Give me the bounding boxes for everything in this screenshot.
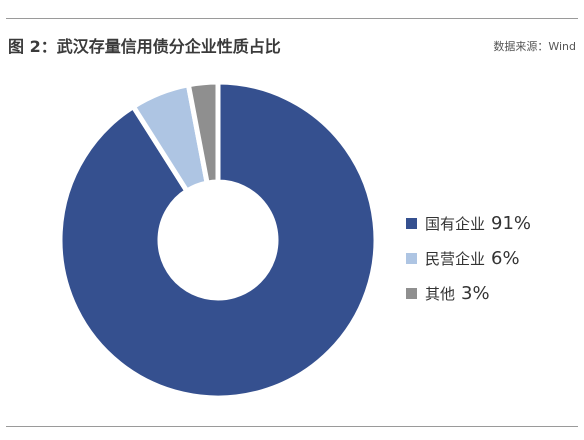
legend-swatch-other <box>406 287 417 299</box>
legend-item-other: 其他 3% <box>406 281 531 305</box>
donut-slices <box>57 79 379 401</box>
legend-label-other: 其他 <box>425 284 456 303</box>
legend-label-state-owned: 国有企业 <box>425 214 486 233</box>
legend-item-private: 民营企业 6% <box>406 246 531 270</box>
legend-value-state-owned: 91% <box>491 212 532 234</box>
legend-swatch-private <box>406 252 417 264</box>
data-source: 数据来源：Wind <box>493 40 576 53</box>
bottom-rule <box>6 426 578 427</box>
legend-label-private: 民营企业 <box>425 249 486 268</box>
legend-item-state-owned: 国有企业 91% <box>406 211 531 235</box>
donut-slice-state-owned <box>57 79 379 401</box>
donut-slice-other <box>185 79 221 186</box>
legend-swatch-state-owned <box>406 217 417 229</box>
chart-title: 图 2：武汉存量信用债分企业性质占比 <box>8 37 281 56</box>
legend-value-private: 6% <box>491 247 520 269</box>
top-rule <box>6 18 578 19</box>
legend-value-other: 3% <box>461 282 490 304</box>
chart-legend: 国有企业 91% 民营企业 6% 其他 3% <box>406 211 531 316</box>
